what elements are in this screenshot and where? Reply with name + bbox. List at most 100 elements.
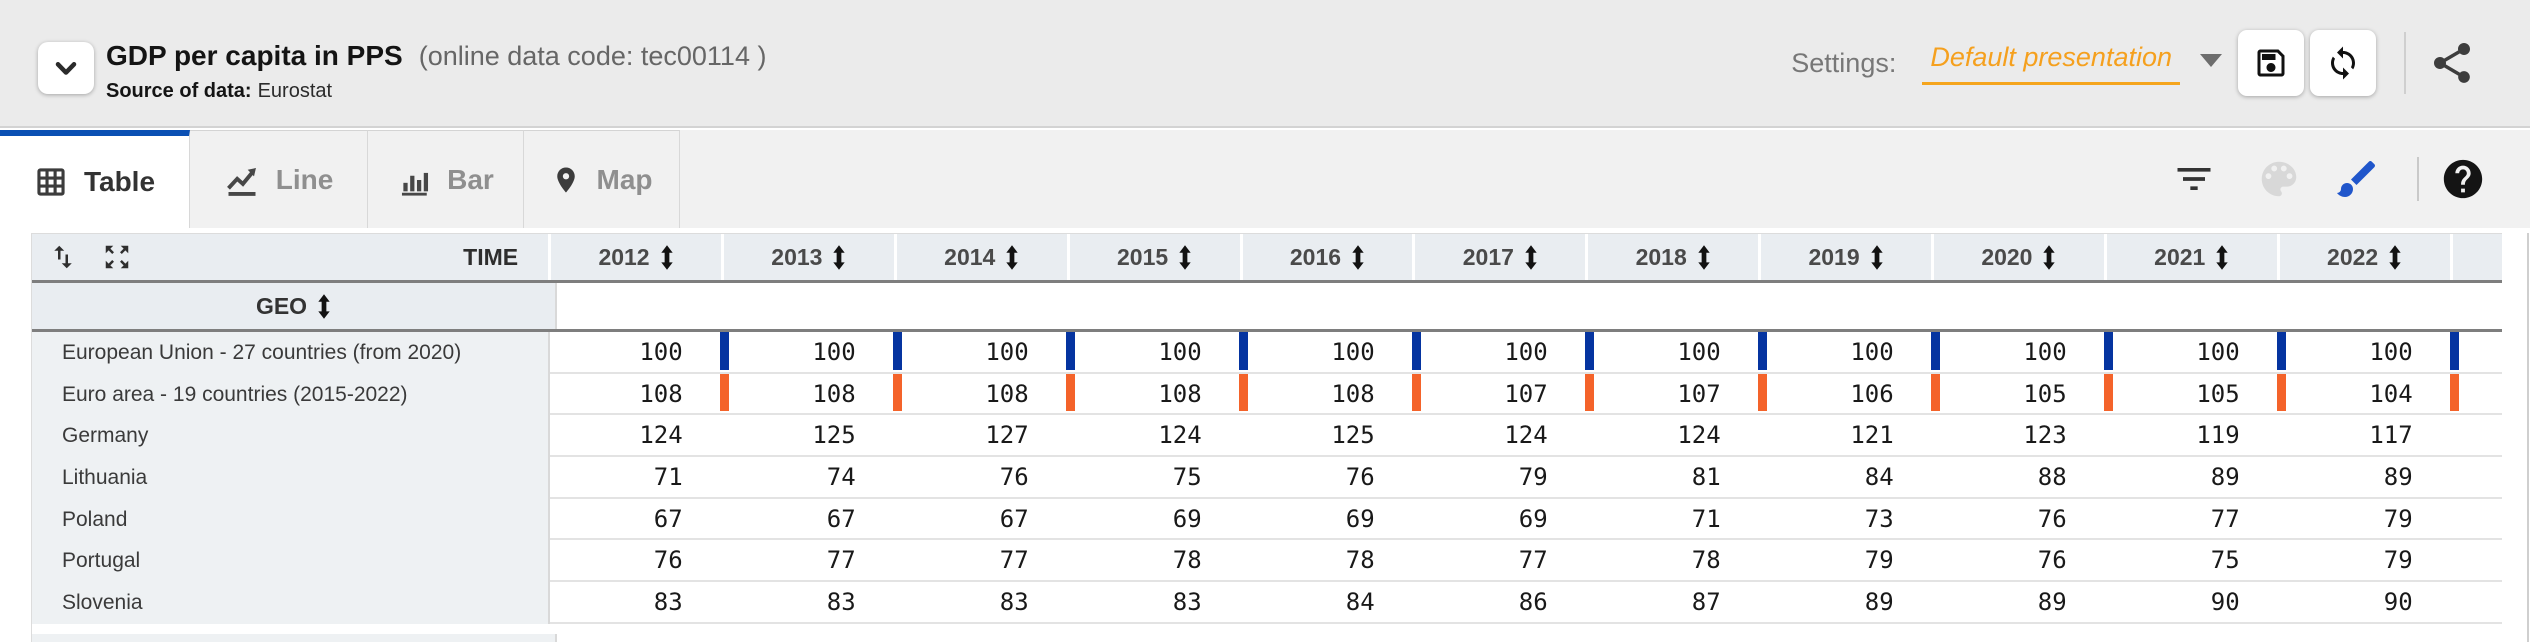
highlight-bar bbox=[1411, 373, 1421, 412]
table-right-edge bbox=[2527, 233, 2529, 642]
title-block: GDP per capita in PPS (online data code: … bbox=[106, 40, 766, 103]
value-cell: 100 bbox=[1068, 332, 1248, 374]
highlight-bar bbox=[1584, 373, 1594, 412]
tab-line[interactable]: Line bbox=[190, 130, 368, 228]
year-column-header-2017[interactable]: 2017 bbox=[1415, 234, 1589, 280]
geo-cell: Euro area - 19 countries (2015-2022) bbox=[32, 373, 550, 416]
paintbrush-button[interactable] bbox=[2333, 155, 2381, 203]
tab-bar[interactable]: Bar bbox=[368, 130, 524, 228]
year-column-header-2021[interactable]: 2021 bbox=[2106, 234, 2280, 280]
geo-column-header[interactable]: GEO bbox=[32, 283, 557, 329]
value-cell: 100 bbox=[1414, 332, 1594, 374]
value-cell: 124 bbox=[549, 415, 723, 458]
value-cell: 119 bbox=[2106, 415, 2280, 458]
sort-icon bbox=[833, 244, 846, 270]
value-cell: 100 bbox=[722, 332, 902, 374]
value-cell: 77 bbox=[722, 540, 896, 583]
value-cell: 104 bbox=[2279, 373, 2459, 416]
source-value: Eurostat bbox=[257, 80, 333, 102]
value-cell: 108 bbox=[549, 373, 729, 416]
value-cell: 106 bbox=[1760, 373, 1940, 416]
highlight-bar bbox=[1757, 373, 1767, 412]
value-cell: 76 bbox=[1933, 540, 2107, 583]
highlight-bar bbox=[892, 332, 902, 370]
year-column-header-2022[interactable]: 2022 bbox=[2279, 234, 2453, 280]
year-label: 2017 bbox=[1462, 243, 1514, 270]
value-cell: 90 bbox=[2279, 582, 2453, 624]
palette-button bbox=[2255, 155, 2303, 203]
highlight-bar bbox=[2449, 373, 2459, 412]
view-tabbar: Table Line Bar bbox=[0, 130, 2530, 228]
value-cell: 100 bbox=[2279, 332, 2459, 374]
geo-header-spacer bbox=[557, 283, 2502, 329]
highlight-bar bbox=[1238, 373, 1248, 412]
value-cell: 105 bbox=[2106, 373, 2286, 416]
sort-icon bbox=[1870, 244, 1883, 270]
value-cell: 100 bbox=[2106, 332, 2286, 374]
filter-button[interactable] bbox=[2170, 155, 2218, 203]
partial-geo-cell bbox=[32, 633, 557, 642]
year-column-header-2013[interactable]: 2013 bbox=[723, 234, 897, 280]
value-cell: 125 bbox=[1241, 415, 1415, 458]
value-cell: 81 bbox=[1587, 457, 1761, 499]
sort-icon bbox=[1352, 244, 1364, 270]
help-icon bbox=[2443, 159, 2483, 199]
sort-icon bbox=[1525, 244, 1537, 270]
sort-icon bbox=[1179, 244, 1191, 270]
value-cell: 87 bbox=[1587, 582, 1761, 624]
value-cell: 100 bbox=[1760, 332, 1940, 374]
expand-table-button[interactable] bbox=[102, 242, 132, 272]
value-cell: 79 bbox=[2279, 498, 2453, 541]
share-button[interactable] bbox=[2428, 39, 2476, 87]
highlight-bar bbox=[2276, 373, 2286, 412]
value-cell: 88 bbox=[1933, 457, 2107, 499]
sort-icon bbox=[2043, 244, 2056, 270]
year-column-header-2020[interactable]: 2020 bbox=[1933, 234, 2107, 280]
tab-table[interactable]: Table bbox=[0, 130, 190, 228]
year-column-header-2012[interactable]: 2012 bbox=[551, 234, 724, 280]
highlight-bar bbox=[1930, 332, 1940, 370]
table-corner-cell: TIME bbox=[32, 234, 552, 280]
year-column-header-2014[interactable]: 2014 bbox=[896, 234, 1070, 280]
paintbrush-icon bbox=[2337, 160, 2376, 197]
sort-rows-button[interactable] bbox=[48, 242, 78, 272]
geo-cell: Germany bbox=[32, 415, 550, 458]
collapse-header-button[interactable] bbox=[38, 42, 94, 94]
value-cell: 77 bbox=[895, 540, 1069, 583]
tab-line-label: Line bbox=[275, 163, 334, 195]
source-label: Source of data: bbox=[106, 80, 252, 102]
header-separator bbox=[32, 280, 2502, 283]
year-column-header-2016[interactable]: 2016 bbox=[1242, 234, 1416, 280]
table-row: European Union - 27 countries (from 2020… bbox=[32, 332, 2502, 374]
table-row: Portugal 76 77 77 78 78 77 78 79 76 75 79 bbox=[32, 540, 2502, 583]
save-view-button[interactable] bbox=[2238, 30, 2304, 96]
table-row: Germany 124 125 127 124 125 124 124 121 123 119 117 bbox=[32, 415, 2502, 458]
value-cell: 77 bbox=[1414, 540, 1588, 583]
highlight-bar bbox=[2449, 332, 2459, 370]
value-cell: 67 bbox=[549, 498, 723, 541]
value-cell: 124 bbox=[1068, 415, 1242, 458]
year-column-header-2019[interactable]: 2019 bbox=[1761, 234, 1934, 280]
header-bar: GDP per capita in PPS (online data code: … bbox=[0, 0, 2530, 128]
geo-dimension-label: GEO bbox=[255, 292, 308, 319]
help-button[interactable] bbox=[2439, 155, 2487, 203]
refresh-button[interactable] bbox=[2310, 30, 2376, 96]
value-cell: 100 bbox=[1933, 332, 2113, 374]
value-cell: 78 bbox=[1068, 540, 1242, 583]
value-cell: 78 bbox=[1587, 540, 1761, 583]
year-column-header-2015[interactable]: 2015 bbox=[1069, 234, 1243, 280]
value-cell: 71 bbox=[549, 457, 723, 499]
highlight-bar bbox=[892, 373, 902, 412]
sort-icon bbox=[318, 293, 330, 319]
swap-vertical-icon bbox=[54, 245, 72, 269]
presentation-select-value: Default presentation bbox=[1922, 42, 2180, 85]
sort-icon bbox=[660, 244, 673, 270]
presentation-select[interactable]: Default presentation bbox=[1922, 42, 2222, 85]
value-cell: 84 bbox=[1760, 457, 1934, 499]
value-cell: 124 bbox=[1587, 415, 1761, 458]
geo-header-row: GEO bbox=[32, 283, 2502, 329]
year-column-header-2018[interactable]: 2018 bbox=[1588, 234, 1762, 280]
value-cell: 89 bbox=[2106, 457, 2280, 499]
highlight-bar bbox=[2276, 332, 2286, 370]
tab-map[interactable]: Map bbox=[524, 130, 680, 228]
